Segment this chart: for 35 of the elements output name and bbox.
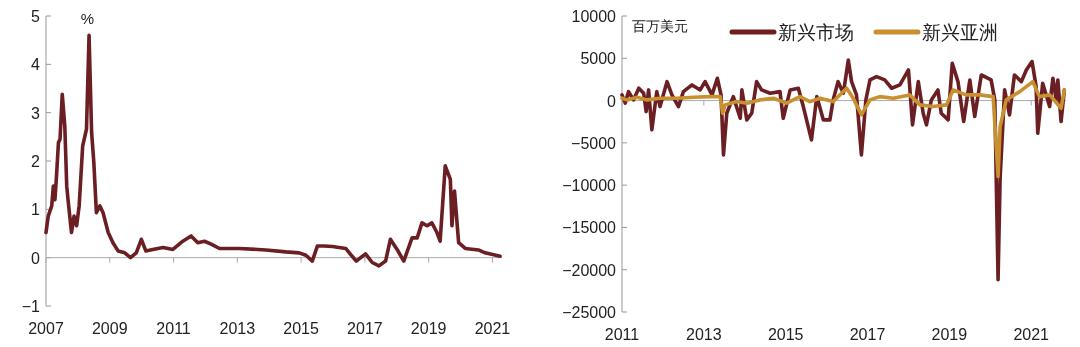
y-tick-label: 2 — [31, 153, 41, 170]
y-tick-label: −15000 — [562, 219, 617, 237]
x-tick-label: 2015 — [283, 320, 319, 337]
y-tick-label: 10000 — [571, 8, 617, 25]
x-tick-label: 2009 — [91, 320, 128, 337]
x-tick-label: 2011 — [604, 326, 640, 343]
x-tick-label: 2007 — [28, 320, 64, 337]
x-tick-label: 2015 — [767, 326, 804, 343]
y-tick-label: −1 — [21, 298, 41, 315]
y-tick-label: 4 — [31, 56, 41, 74]
y-tick-label: −5000 — [571, 134, 617, 152]
y-tick-label: −10000 — [562, 177, 617, 195]
x-tick-label: 2013 — [219, 320, 256, 337]
x-tick-label: 2019 — [931, 326, 968, 343]
x-tick-label: 2021 — [474, 320, 511, 337]
x-tick-label: 2011 — [156, 320, 191, 337]
x-tick-label: 2013 — [686, 326, 722, 343]
x-tick-label: 2021 — [1013, 326, 1050, 343]
y-tick-label: 0 — [31, 249, 41, 267]
y-tick-label: −20000 — [562, 261, 617, 279]
y-tick-label: 1 — [31, 201, 41, 219]
legend-label: 新兴亚洲 — [922, 22, 998, 43]
y-axis-title: 百万美元 — [632, 18, 688, 34]
x-tick-label: 2017 — [849, 326, 886, 343]
x-tick-label: 2019 — [410, 320, 447, 337]
y-tick-label: 0 — [607, 92, 617, 110]
y-tick-label: 5000 — [580, 50, 617, 68]
y-tick-label: 3 — [31, 104, 41, 122]
x-tick-label: 2017 — [347, 320, 383, 337]
line-series — [44, 33, 502, 268]
y-tick-label: −25000 — [562, 304, 617, 321]
y-tick-label: 5 — [31, 8, 41, 25]
legend-label: 新兴市场 — [778, 22, 854, 43]
line-series — [620, 79, 1067, 179]
y-axis-title: % — [80, 10, 95, 27]
